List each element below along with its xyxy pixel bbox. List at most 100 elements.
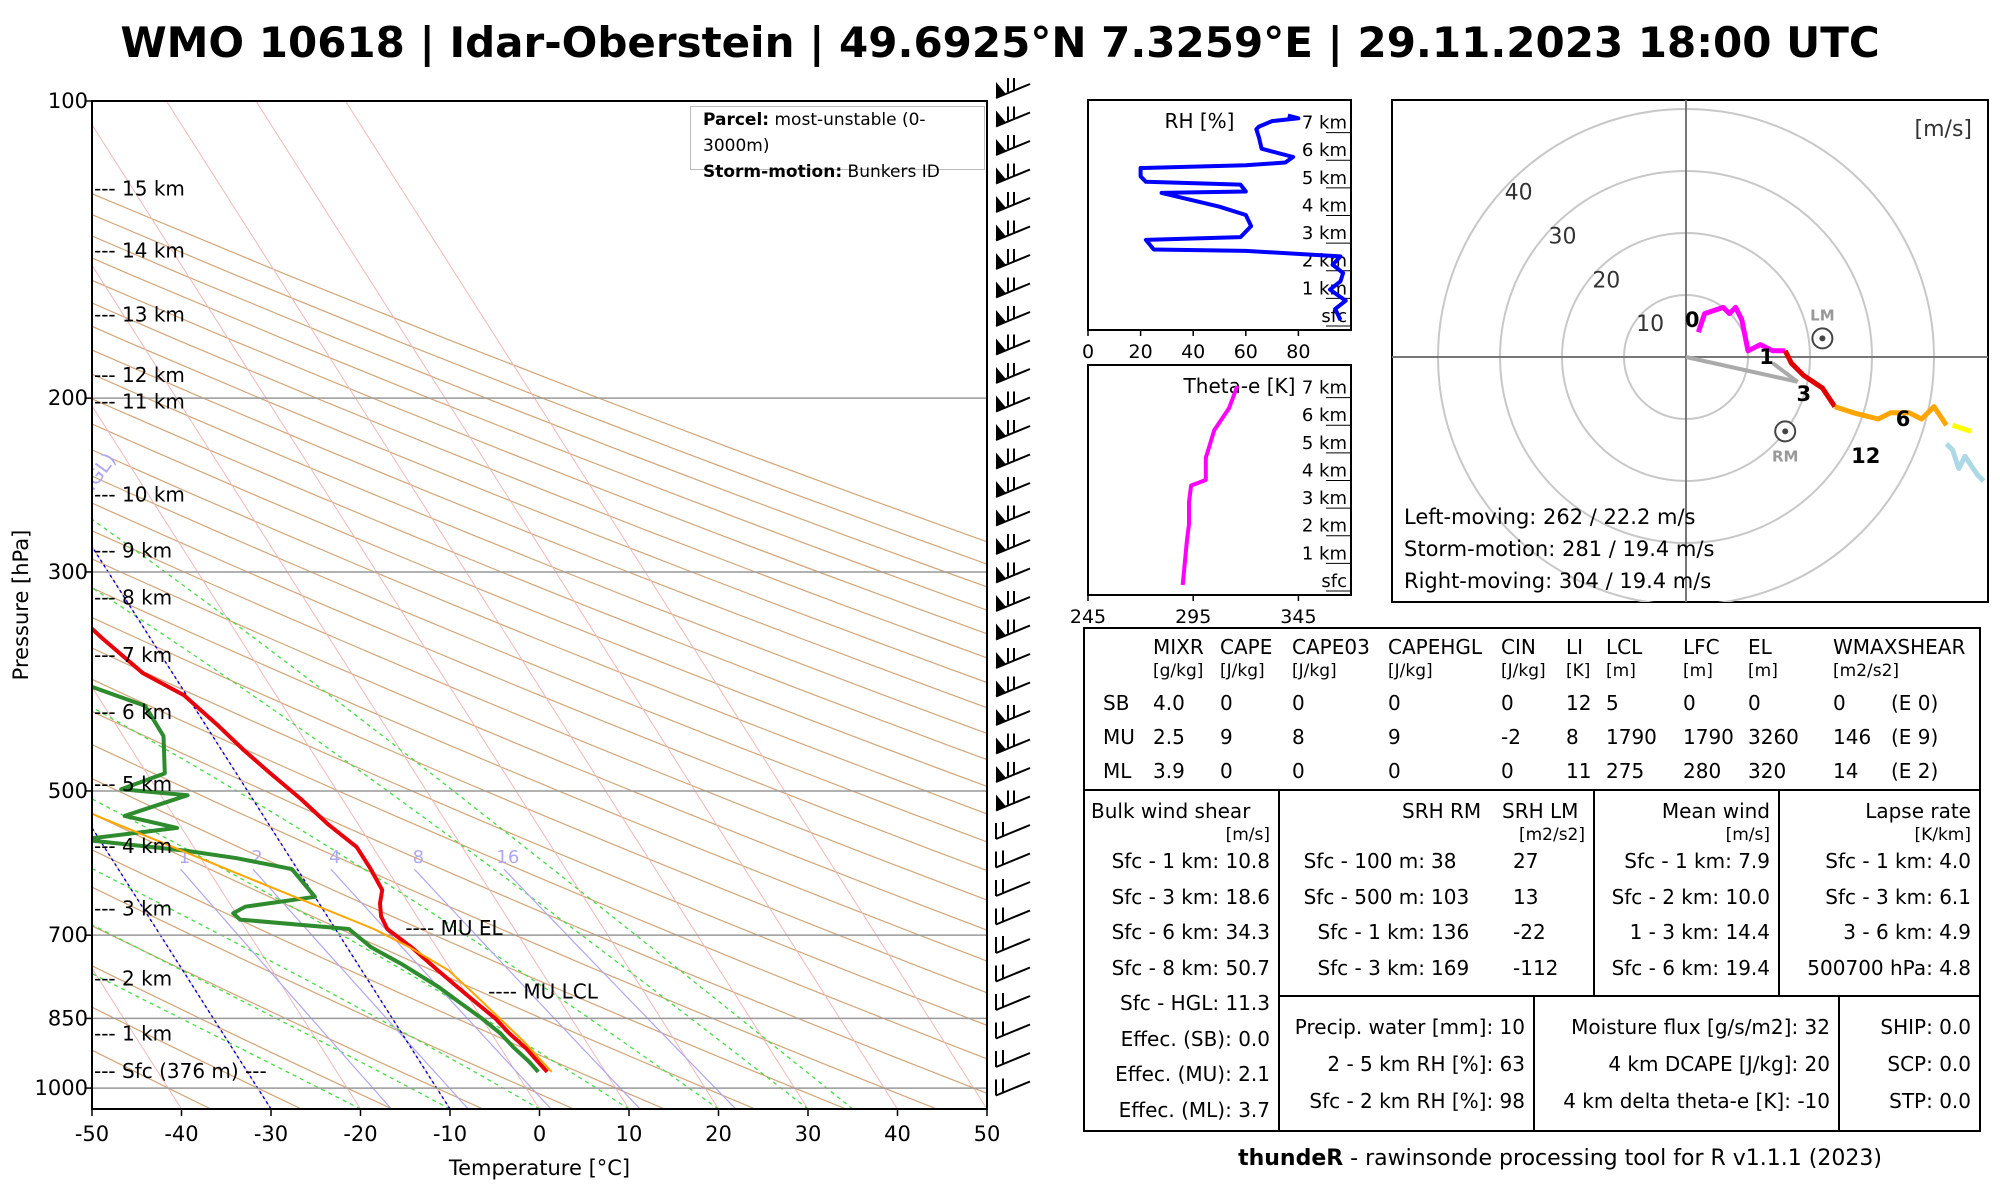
param-value: 3.9 [1153,759,1185,783]
shear-box: Bulk wind shear [m/s] Sfc - 1 km: 10.8 Sf… [1085,789,1280,1130]
mu_parcel-line [92,812,553,1073]
lapse-unit: [K/km] [1914,825,1971,845]
param-value: 9 [1388,725,1401,749]
parameter-table: MIXR CAPE CAPE03 CAPEHGL CIN LI LCL LFC EL WMAXSH… [1083,627,1981,1132]
param-header: CIN [1501,635,1536,659]
wind-barb [995,135,1031,156]
panel-title: Theta-e [K] [1183,374,1296,398]
dry-adiabat [92,587,987,962]
shear-row: Sfc - HGL: 11.3 [1120,991,1270,1015]
srh-row-label: Sfc - 1 km: [1317,920,1425,944]
height-tick-label: 2 km [1302,516,1347,537]
barb-staff [995,1023,1031,1040]
hodograph-segment [1944,442,1986,483]
param-unit: [J/kg] [1292,661,1337,681]
wind-barb [995,505,1031,527]
isotherm [255,101,898,1109]
isotherm [92,264,630,1109]
moist-adiabat [92,924,451,1109]
param-value: 0 [1748,691,1761,715]
barb-flag [996,395,1006,412]
barb-staff [995,966,1031,983]
shear-row: Sfc - 8 km: 50.7 [1111,955,1270,980]
y-tick-label: 700 [48,923,88,947]
meanwind-row: Sfc - 1 km: 7.9 [1624,849,1770,873]
storm-motion-marker: LM [1810,306,1835,350]
height-tick-label: 3 km [1302,223,1347,244]
param-value: 280 [1683,759,1722,783]
height-tick-label: 6 km [1302,405,1347,426]
param-unit: [m] [1683,661,1713,681]
barb-flag [996,509,1006,526]
storm-marker-dot [1819,335,1826,342]
x-tick-label: -40 [164,1122,198,1146]
lapse-row: Sfc - 3 km: 6.1 [1825,884,1971,909]
mixing-ratio-label: 8 [413,847,424,868]
y-tick-label: 1000 [35,1076,88,1100]
skewt-chart: 124816Hail Growth Layer (HGL) --- 15 km-… [9,89,1000,1180]
wind-barb [995,1050,1031,1068]
mixing-ratio-label: 2 [251,847,262,868]
param-value: 146 [1833,725,1872,749]
dry-adiabat [92,325,987,684]
moist-row: Precip. water [mm]: 10 [1294,1015,1525,1039]
wind-barb [995,220,1031,242]
height-label: --- 2 km [94,966,172,990]
wind-barb [995,1021,1031,1040]
barb-flag [996,452,1006,469]
wind-barb [995,591,1031,612]
height-label: --- Sfc (376 m) --- [94,1059,267,1083]
x-tick-label: 295 [1175,606,1211,628]
param-value: 0 [1501,759,1514,783]
height-label: --- 11 km [94,389,185,413]
x-tick-label: 40 [884,1122,911,1146]
param-value: -2 [1501,725,1521,749]
barb-flag [996,680,1006,697]
ring-label: 40 [1505,181,1533,206]
srh-unit: [m2/s2] [1518,825,1585,845]
x-tick-label: 30 [795,1122,822,1146]
height-tick-label: 5 km [1302,433,1347,454]
wind-barb [995,822,1031,840]
shear-row: Effec. (SB): 0.0 [1120,1026,1270,1051]
wind-barb [995,676,1031,698]
dry-adiabat [92,279,987,635]
segment-label: 1 [1759,345,1774,369]
barb-flag [996,167,1006,184]
barb-flag [996,139,1006,155]
dry-adiabat [92,373,987,735]
hodograph-unit: [m/s] [1915,117,1972,142]
footer: thundeR - rawinsonde processing tool for… [1085,1146,2000,1171]
barb-staff [995,995,1031,1011]
indices-row: STP: 0.0 [1889,1089,1971,1113]
ring-label: 10 [1636,312,1664,337]
dry-adiabat [92,235,987,588]
barb-flag [996,424,1006,440]
barb-flag [996,110,1006,127]
dry-adiabat [92,475,987,843]
flux-box: Moisture flux [g/s/m2]: 32 4 km DCAPE [J/… [1535,995,1840,1130]
barb-flag [996,196,1006,212]
mean-wind-vector-arrow [1771,361,1799,384]
dry-adiabat [92,423,987,788]
x-axis-label: Temperature [°C] [448,1156,630,1180]
wind-barb [995,850,1031,869]
legend-parcel-value: most-unstable (0-3000m) [703,110,926,156]
wind-barb [995,163,1031,185]
ring-label: 20 [1592,268,1620,293]
height-tick-label: 7 km [1302,378,1347,399]
mixing-ratio-label: 1 [179,847,190,868]
param-header: CAPEHGL [1388,635,1483,659]
barb-staff [995,852,1031,869]
barb-flag [996,652,1006,668]
wind-barb [995,78,1031,99]
hodograph-segment [1951,422,1972,434]
height-label: --- 5 km [94,772,172,796]
meanwind-title: Mean wind [1661,799,1770,823]
param-value: 14 [1833,759,1859,783]
barb-flag [996,82,1006,98]
storm-marker-label: RM [1772,447,1798,465]
param-header: EL [1748,635,1772,659]
barb-staff [995,824,1031,840]
theta-e-line [1180,385,1240,586]
